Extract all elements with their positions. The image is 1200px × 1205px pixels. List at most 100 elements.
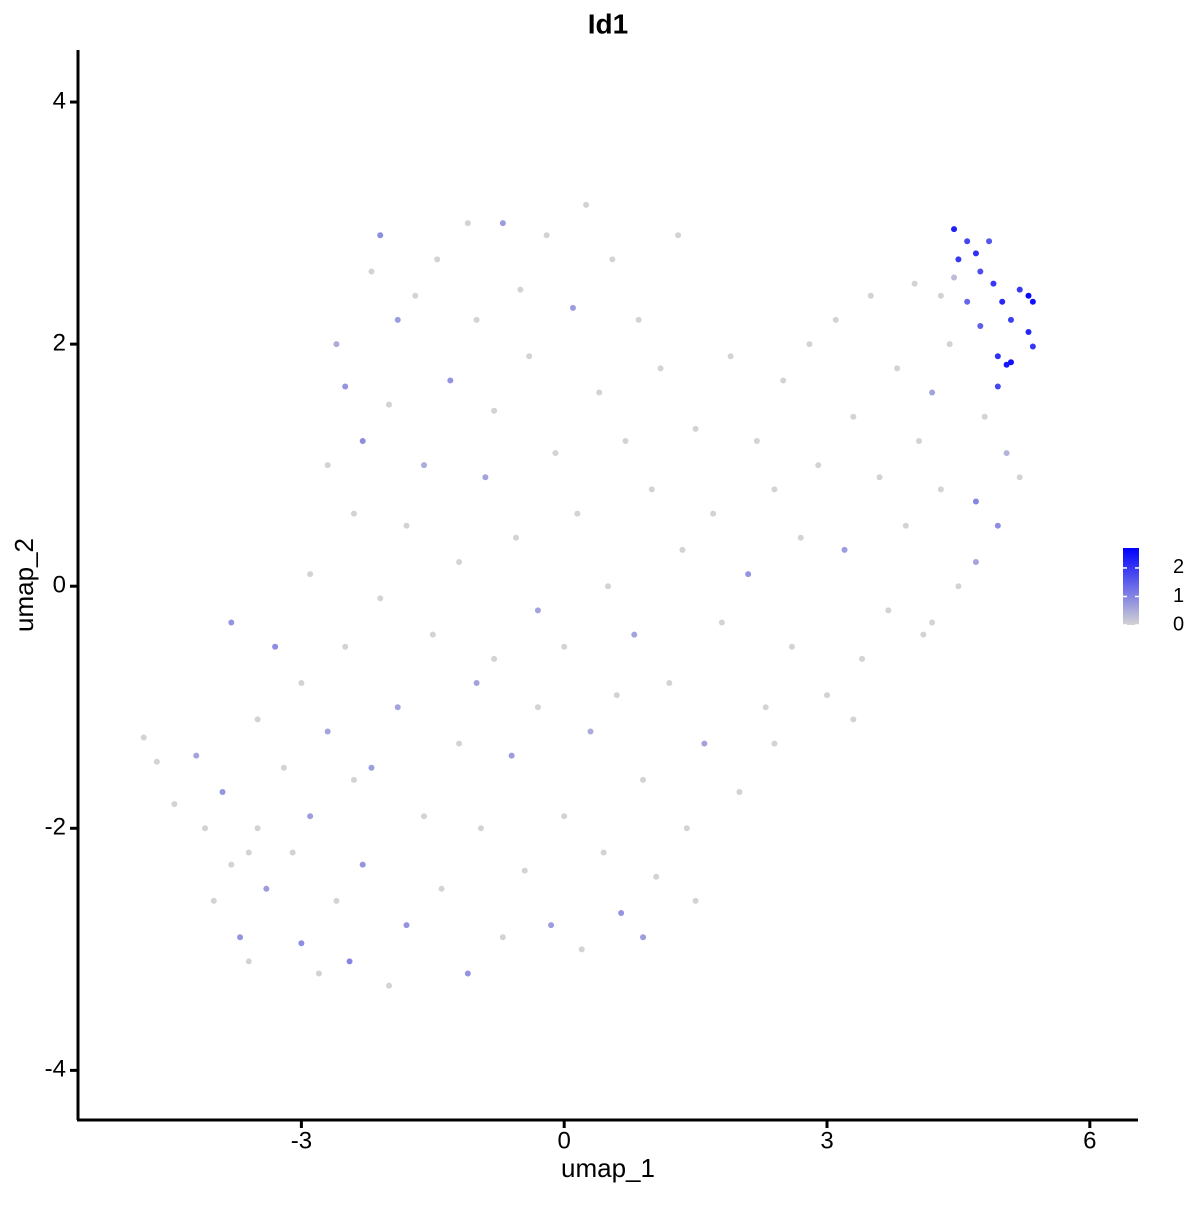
point bbox=[894, 365, 901, 372]
point bbox=[867, 292, 874, 299]
point bbox=[1007, 359, 1014, 366]
point bbox=[815, 462, 822, 469]
point bbox=[1003, 361, 1010, 368]
point bbox=[491, 655, 498, 662]
point bbox=[859, 655, 866, 662]
point bbox=[902, 522, 909, 529]
point bbox=[254, 825, 261, 832]
point bbox=[1016, 286, 1023, 293]
point bbox=[736, 788, 743, 795]
point bbox=[298, 940, 305, 947]
point bbox=[534, 607, 541, 614]
point bbox=[543, 232, 550, 239]
point bbox=[263, 885, 270, 892]
point bbox=[710, 510, 717, 517]
point bbox=[990, 280, 997, 287]
point bbox=[438, 885, 445, 892]
point bbox=[666, 680, 673, 687]
chart-title: Id1 bbox=[588, 8, 628, 39]
point bbox=[578, 946, 585, 953]
point bbox=[701, 740, 708, 747]
point bbox=[499, 220, 506, 227]
point bbox=[994, 522, 1001, 529]
point bbox=[937, 486, 944, 493]
point bbox=[964, 298, 971, 305]
point bbox=[228, 861, 235, 868]
x-tick-label: 6 bbox=[1083, 1127, 1096, 1154]
point bbox=[228, 619, 235, 626]
point bbox=[385, 982, 392, 989]
point bbox=[368, 764, 375, 771]
point bbox=[513, 534, 520, 541]
point bbox=[596, 389, 603, 396]
point bbox=[972, 498, 979, 505]
point bbox=[280, 764, 287, 771]
point bbox=[521, 867, 528, 874]
point bbox=[972, 559, 979, 566]
point bbox=[972, 250, 979, 257]
point bbox=[385, 401, 392, 408]
point bbox=[986, 238, 993, 245]
point bbox=[609, 256, 616, 263]
colorbar bbox=[1123, 548, 1139, 625]
point bbox=[412, 292, 419, 299]
point bbox=[648, 486, 655, 493]
point bbox=[885, 607, 892, 614]
point bbox=[377, 232, 384, 239]
point bbox=[350, 776, 357, 783]
y-tick-label: 2 bbox=[53, 329, 66, 356]
colorbar-tick-label: 0 bbox=[1173, 613, 1184, 635]
point bbox=[350, 510, 357, 517]
point bbox=[999, 298, 1006, 305]
y-tick-label: -4 bbox=[45, 1056, 66, 1083]
point bbox=[245, 958, 252, 965]
x-axis-title: umap_1 bbox=[561, 1153, 655, 1183]
point bbox=[574, 510, 581, 517]
point bbox=[692, 425, 699, 432]
point bbox=[569, 304, 576, 311]
point bbox=[911, 280, 918, 287]
point bbox=[561, 643, 568, 650]
point bbox=[622, 437, 629, 444]
point bbox=[1007, 316, 1014, 323]
point bbox=[377, 595, 384, 602]
point bbox=[561, 813, 568, 820]
point bbox=[994, 383, 1001, 390]
point bbox=[477, 825, 484, 832]
point bbox=[929, 619, 936, 626]
point bbox=[193, 752, 200, 759]
point bbox=[1025, 329, 1032, 336]
point bbox=[171, 801, 178, 808]
point bbox=[937, 292, 944, 299]
point bbox=[675, 232, 682, 239]
point bbox=[981, 413, 988, 420]
point bbox=[1029, 298, 1036, 305]
point bbox=[324, 462, 331, 469]
point bbox=[718, 619, 725, 626]
point bbox=[473, 680, 480, 687]
point bbox=[517, 286, 524, 293]
point bbox=[915, 437, 922, 444]
point bbox=[552, 450, 559, 457]
point bbox=[964, 238, 971, 245]
point bbox=[692, 897, 699, 904]
point bbox=[951, 274, 958, 281]
point bbox=[683, 825, 690, 832]
points bbox=[140, 201, 1036, 989]
point bbox=[359, 861, 366, 868]
point bbox=[780, 377, 787, 384]
point bbox=[368, 268, 375, 275]
point bbox=[456, 559, 463, 566]
x-tick-label: 0 bbox=[558, 1127, 571, 1154]
point bbox=[315, 970, 322, 977]
point bbox=[272, 643, 279, 650]
point bbox=[745, 571, 752, 578]
point bbox=[307, 813, 314, 820]
point bbox=[298, 680, 305, 687]
point bbox=[653, 873, 660, 880]
point bbox=[994, 353, 1001, 360]
point bbox=[333, 341, 340, 348]
point bbox=[210, 897, 217, 904]
